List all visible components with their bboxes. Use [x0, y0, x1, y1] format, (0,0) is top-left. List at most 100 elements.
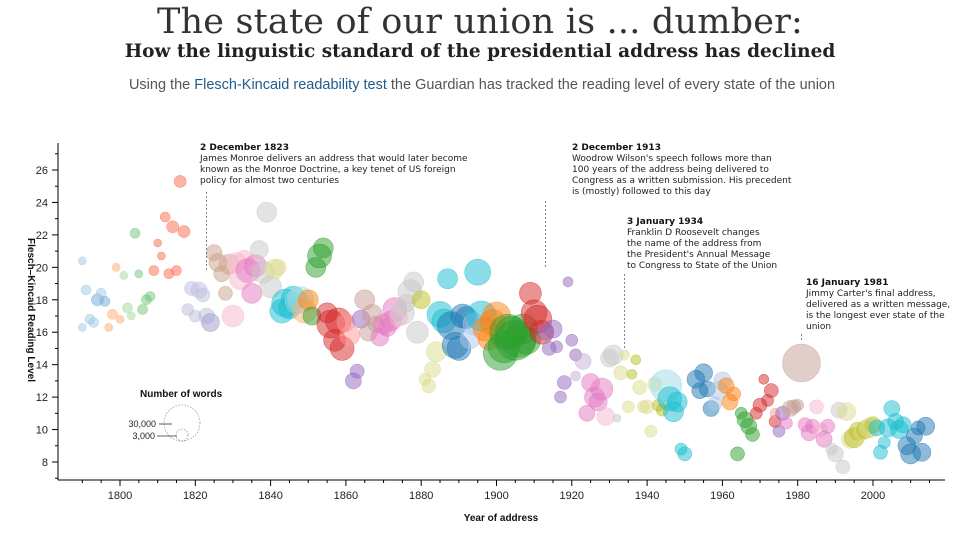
data-bubble — [424, 361, 441, 378]
data-bubble — [177, 225, 191, 238]
data-bubble — [827, 445, 844, 463]
annotation-text-line: Woodrow Wilson's speech follows more tha… — [572, 154, 772, 164]
flesch-kincaid-link[interactable]: Flesch-Kincaid readability test — [194, 77, 387, 93]
x-tick-label: 1840 — [258, 490, 282, 502]
data-bubble — [80, 284, 92, 296]
data-bubble — [912, 442, 932, 462]
annotation-text-line: the name of the address from — [627, 239, 761, 249]
data-bubble — [403, 271, 425, 293]
x-tick-label: 1800 — [108, 490, 132, 502]
data-bubble — [297, 289, 319, 311]
y-tick-label: 26 — [36, 165, 48, 177]
data-bubble — [173, 175, 187, 188]
data-bubble — [570, 370, 581, 382]
data-bubble — [339, 325, 361, 346]
y-tick-label: 22 — [36, 230, 48, 242]
annotation-text-line: is (mostly) followed to this day — [572, 187, 711, 197]
data-bubble — [153, 238, 162, 248]
data-bubble — [249, 240, 269, 259]
data-bubble — [916, 416, 936, 436]
data-bubble — [763, 383, 779, 398]
annotation-text-line: Congress as a written submission. His pr… — [572, 176, 792, 186]
data-bubble — [78, 256, 87, 266]
y-tick-label: 10 — [36, 425, 48, 437]
data-bubble — [772, 424, 786, 438]
data-bubble — [632, 380, 647, 395]
data-bubble — [644, 424, 658, 438]
y-tick-label: 18 — [36, 295, 48, 307]
bubble-size-legend: Number of words 30,000 3,000 — [128, 389, 223, 442]
y-tick-label: 20 — [36, 262, 48, 274]
data-bubble — [122, 302, 133, 314]
data-bubble — [613, 365, 629, 381]
data-bubble — [111, 262, 121, 272]
data-bubble — [312, 237, 334, 259]
data-bubble — [694, 363, 713, 383]
data-bubble — [171, 265, 182, 276]
annotation-text-line: Jimmy Carter's final address, — [805, 289, 936, 299]
data-bubble — [543, 319, 563, 339]
annotation-text-line: the President's Annual Message — [627, 250, 771, 260]
y-tick-label: 16 — [36, 327, 48, 339]
data-bubble — [677, 446, 693, 462]
annotation-text-line: known as the Monroe Doctrine, a key tene… — [200, 165, 456, 175]
data-bubble — [730, 446, 745, 462]
y-tick-label: 24 — [36, 197, 48, 209]
data-bubble — [144, 291, 156, 302]
data-bubble — [201, 313, 220, 332]
data-bubble — [835, 459, 851, 475]
legend-label-small: 3,000 — [132, 431, 155, 441]
data-bubble — [621, 400, 635, 414]
x-tick-label: 1960 — [710, 490, 734, 502]
data-bubble — [218, 285, 233, 301]
data-bubble — [562, 276, 574, 288]
data-bubble — [195, 287, 211, 303]
data-bubble — [107, 309, 118, 320]
data-bubble — [809, 399, 824, 415]
x-tick-label: 1920 — [560, 490, 584, 502]
data-bubble — [159, 211, 171, 223]
data-bubble — [104, 323, 113, 332]
data-bubble — [626, 369, 638, 380]
data-bubble — [780, 416, 793, 430]
bubble-layer — [78, 175, 936, 475]
data-bubble — [745, 427, 760, 442]
data-bubble — [157, 251, 166, 261]
y-tick-label: 14 — [36, 360, 48, 372]
legend-label-large: 30,000 — [128, 419, 156, 429]
legend-circle-small — [175, 428, 189, 442]
data-bubble — [590, 377, 614, 401]
annotation-text-line: is the longest ever state of the — [806, 311, 945, 321]
data-bubble — [837, 402, 856, 422]
y-axis-title: Flesch–Kincaid Reading Level — [25, 238, 36, 382]
data-bubble — [758, 373, 770, 385]
data-bubble — [565, 333, 579, 347]
data-bubble — [578, 404, 596, 422]
annotation-date: 2 December 1823 — [200, 143, 289, 153]
data-bubble — [612, 413, 622, 423]
data-bubble — [99, 296, 111, 307]
page-subtitle: How the linguistic standard of the presi… — [124, 41, 836, 62]
data-bubble — [619, 349, 630, 361]
data-bubble — [666, 391, 688, 413]
data-bubble — [134, 269, 144, 279]
data-bubble — [349, 363, 365, 379]
data-bubble — [411, 290, 431, 310]
intro-before: Using the — [128, 77, 195, 93]
annotation-text-line: to Congress to State of the Union — [627, 261, 777, 271]
x-tick-label: 1860 — [334, 490, 358, 502]
intro-text: Using the Flesch-Kincaid readability tes… — [0, 77, 960, 93]
data-bubble — [406, 320, 429, 344]
data-bubble — [550, 340, 564, 354]
data-bubble — [791, 398, 805, 412]
data-bubble — [256, 201, 278, 223]
data-bubble — [129, 228, 141, 239]
data-bubble — [78, 323, 87, 332]
page-title: The state of our union is ... dumber: — [156, 2, 804, 42]
annotation-text-line: 100 years of the address being delivered… — [572, 165, 769, 175]
intro-after: the Guardian has tracked the reading lev… — [386, 77, 836, 93]
data-bubble — [269, 258, 287, 276]
data-bubble — [88, 317, 99, 328]
data-bubble — [119, 271, 129, 280]
